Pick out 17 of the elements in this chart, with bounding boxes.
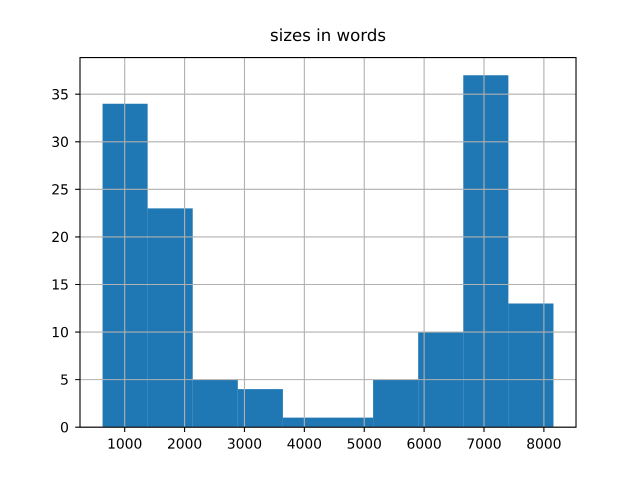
x-tick-label: 4000: [287, 438, 322, 449]
x-tick-label: 7000: [468, 438, 501, 449]
y-tick-label: 30: [52, 136, 68, 148]
x-tick-label: 2000: [168, 438, 202, 449]
y-tick-label: 35: [52, 88, 68, 100]
x-tick-label: 8000: [527, 438, 561, 449]
x-tick-label: 1000: [108, 438, 142, 449]
y-tick-label: 15: [52, 279, 68, 290]
y-tick-label: 5: [61, 374, 68, 385]
chart-title: sizes in words: [270, 28, 386, 42]
x-tick-label: 3000: [228, 438, 262, 449]
x-tick-label: 5000: [348, 438, 381, 449]
y-tick-label: 10: [52, 326, 68, 338]
y-tick-label: 20: [52, 232, 68, 242]
y-tick-label: 25: [52, 184, 68, 195]
y-tick-label: 0: [60, 422, 68, 432]
x-tick-label: 6000: [407, 438, 441, 449]
